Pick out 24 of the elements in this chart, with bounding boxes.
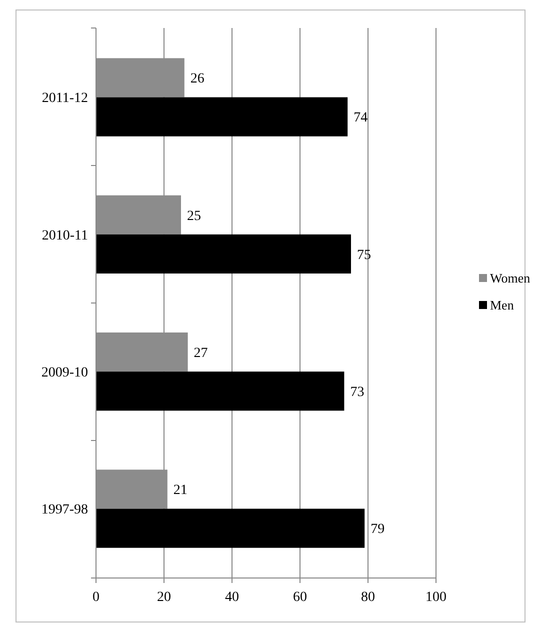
x-tick-label: 80 (361, 590, 375, 605)
data-label: 26 (190, 72, 204, 87)
x-tick-label: 100 (426, 590, 446, 605)
y-tick-label: 2009-10 (41, 365, 88, 380)
data-label: 25 (187, 208, 201, 224)
x-tick-label: 20 (157, 590, 171, 605)
x-tick-label: 40 (225, 590, 239, 605)
bar (96, 372, 344, 411)
data-label: 73 (350, 385, 364, 400)
legend-label: Men (490, 298, 514, 313)
legend-label: Women (490, 270, 531, 286)
data-label: 21 (173, 483, 188, 498)
y-tick-label: 2010-11 (42, 228, 88, 244)
data-label: 75 (357, 248, 371, 263)
data-label: 27 (194, 346, 208, 361)
data-label: 79 (370, 522, 385, 538)
bar (96, 234, 351, 274)
y-tick-label: 2011-12 (42, 91, 88, 106)
bar (96, 508, 365, 548)
x-tick-label: 0 (92, 590, 100, 605)
y-tick-label: 1997-98 (41, 502, 88, 518)
bar (96, 97, 348, 136)
data-label: 74 (354, 110, 368, 126)
x-tick-label: 60 (293, 590, 307, 605)
